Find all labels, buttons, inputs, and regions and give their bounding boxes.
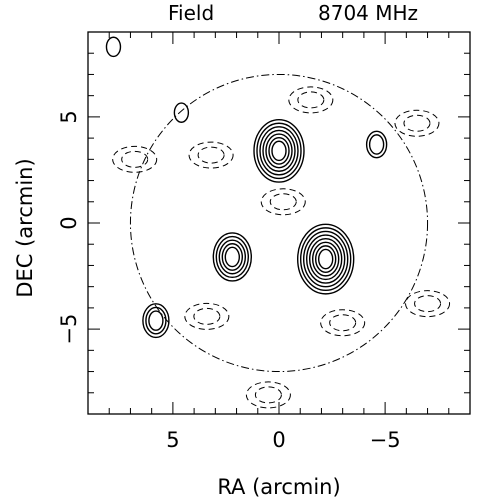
contour-layer [105, 36, 451, 409]
negative-contour-8-1 [394, 109, 440, 137]
negative-contour-9-1 [245, 381, 291, 409]
negative-contour-2-1 [320, 309, 366, 337]
positive-contour-c-2 [215, 235, 250, 279]
negative-contour-6-2 [121, 150, 149, 168]
positive-contour-c-4 [221, 243, 244, 271]
positive-contour-b-7 [314, 245, 337, 273]
positive-contour-a-7 [271, 140, 287, 162]
negative-contour-3-2 [193, 307, 221, 325]
positive-contour-b-2 [299, 227, 352, 291]
y-tick-label: 0 [57, 216, 81, 229]
positive-contour-b-6 [311, 241, 340, 277]
negative-contour-6-1 [112, 145, 158, 173]
positive-contour-a-6 [268, 136, 290, 165]
negative-contour-9-2 [254, 386, 282, 404]
plot-frame [87, 31, 471, 415]
negative-contour-2-2 [329, 314, 357, 332]
x-tick-label: 5 [166, 428, 179, 452]
y-tick-label: 5 [57, 110, 81, 123]
positive-contour-a-2 [256, 122, 302, 180]
positive-contour-c-3 [218, 239, 247, 275]
positive-contour-c-1 [212, 232, 253, 282]
title-frequency: 8704 MHz [318, 1, 418, 25]
positive-contour-b-1 [296, 223, 355, 295]
negative-contour-4-2 [297, 91, 325, 109]
positive-contour-b-4 [305, 234, 346, 284]
negative-contour-4-1 [288, 86, 334, 114]
negative-contour-5-2 [414, 295, 442, 313]
y-tick-label: −5 [57, 314, 81, 345]
negative-contour-1-2 [269, 193, 297, 211]
positive-contour-a-5 [265, 133, 293, 169]
title-field: Field [168, 1, 214, 25]
positive-contour-c-5 [224, 246, 241, 268]
positive-contour-e-1 [142, 303, 170, 339]
positive-contour-a-4 [262, 129, 296, 172]
positive-contour-g-1 [105, 36, 122, 58]
field-circle [129, 73, 429, 373]
positive-contour-d-1 [365, 130, 388, 159]
positive-contour-a-3 [259, 126, 299, 176]
positive-contour-a-1 [253, 118, 305, 183]
positive-contour-b-3 [302, 230, 349, 288]
positive-contour-e-2 [145, 306, 167, 335]
x-tick-label: 0 [272, 428, 285, 452]
negative-contour-3-1 [184, 302, 230, 330]
positive-contour-e-3 [148, 310, 164, 331]
x-axis-label: RA (arcmin) [217, 475, 340, 499]
y-axis-label: DEC (arcmin) [13, 158, 37, 297]
negative-contour-7-1 [188, 141, 234, 169]
positive-contour-b-8 [317, 248, 334, 270]
negative-contour-5-1 [405, 290, 451, 318]
positive-contour-f-1 [173, 102, 190, 123]
positive-contour-d-2 [368, 134, 385, 155]
positive-contour-b-5 [308, 237, 343, 281]
tick-layer: −5 0 5 −5 0 5 [57, 32, 470, 452]
x-tick-label: −5 [370, 428, 401, 452]
negative-contour-8-2 [403, 114, 431, 132]
negative-contour-1-1 [260, 188, 306, 216]
negative-contour-7-2 [197, 146, 225, 164]
